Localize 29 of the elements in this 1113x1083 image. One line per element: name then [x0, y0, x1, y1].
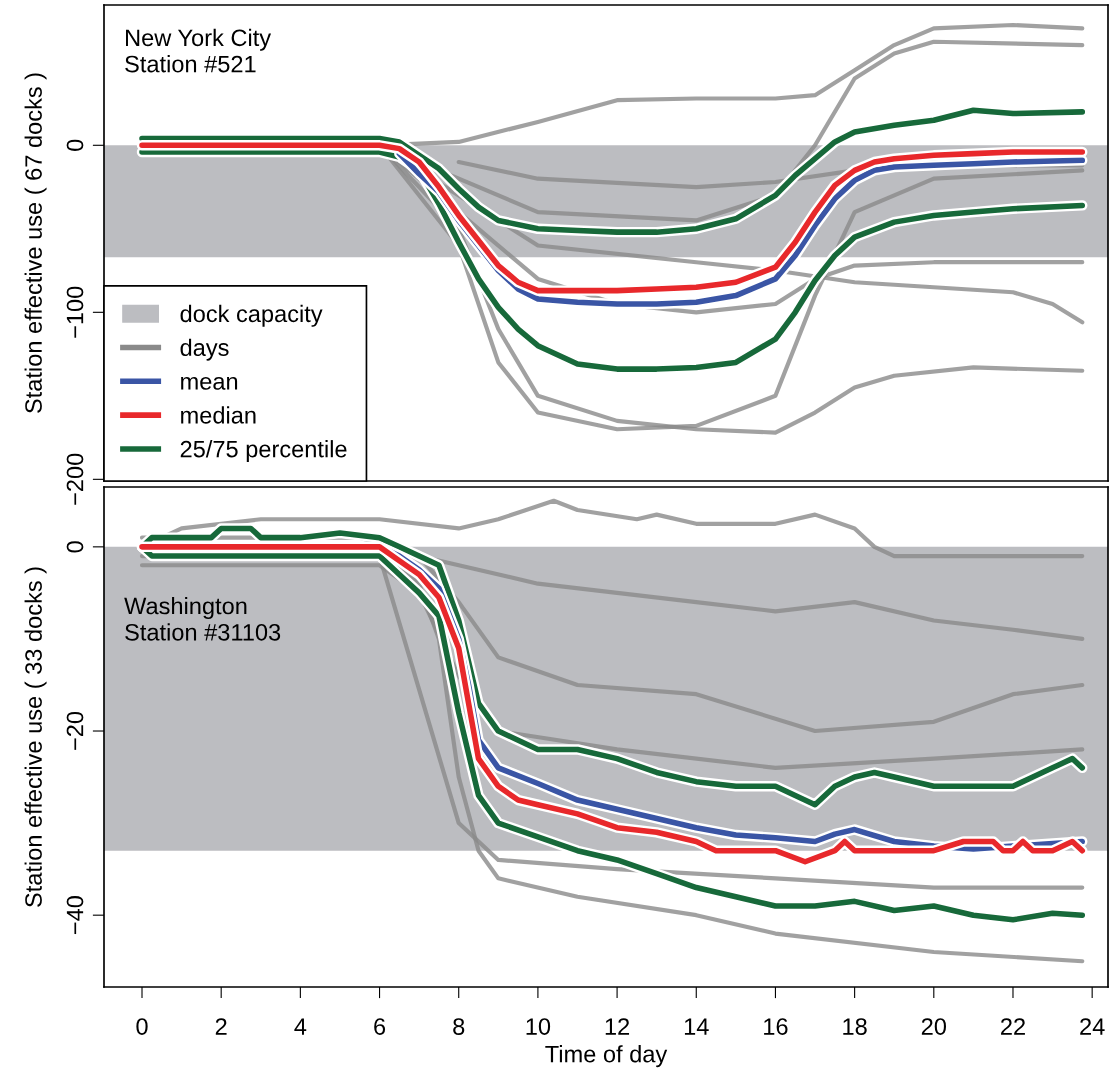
y-tick-label: 0 [66, 541, 84, 553]
x-tick-label: 14 [684, 1018, 709, 1035]
y-tick-label: −100 [66, 286, 84, 338]
legend-label: mean [181, 376, 238, 390]
annotation: New York City Station #521 [125, 28, 272, 73]
x-tick-label: 24 [1080, 1018, 1105, 1035]
x-tick-label: 18 [843, 1018, 867, 1035]
legend-label: days [180, 338, 229, 361]
y-tick-label: −40 [66, 896, 84, 935]
x-tick-label: 20 [921, 1018, 947, 1035]
x-tick-label: 8 [453, 1018, 465, 1035]
legend-label: 25/75 percentile [180, 440, 347, 463]
x-tick-label: 2 [215, 1018, 227, 1035]
x-tick-label: 12 [605, 1018, 630, 1035]
x-axis-title: Time of day [545, 1045, 668, 1068]
y-tick-label: 0 [66, 139, 84, 151]
x-tick-label: 10 [526, 1018, 551, 1035]
x-tick-label: 22 [1001, 1018, 1025, 1035]
legend-label: dock capacity [180, 304, 323, 327]
y-tick-label: −20 [66, 711, 84, 750]
y-tick-label: −200 [66, 453, 84, 505]
x-tick-label: 16 [764, 1018, 788, 1035]
y-axis-title: Station effective use ( 33 docks ) [24, 567, 47, 907]
x-tick-label: 4 [294, 1018, 307, 1035]
legend-label: median [181, 406, 256, 424]
y-axis-title: Station effective use ( 67 docks ) [24, 73, 47, 413]
x-tick-label: 6 [374, 1018, 386, 1035]
x-tick-label: 0 [136, 1018, 148, 1035]
annotation: Washington Station #31103 [124, 597, 281, 641]
